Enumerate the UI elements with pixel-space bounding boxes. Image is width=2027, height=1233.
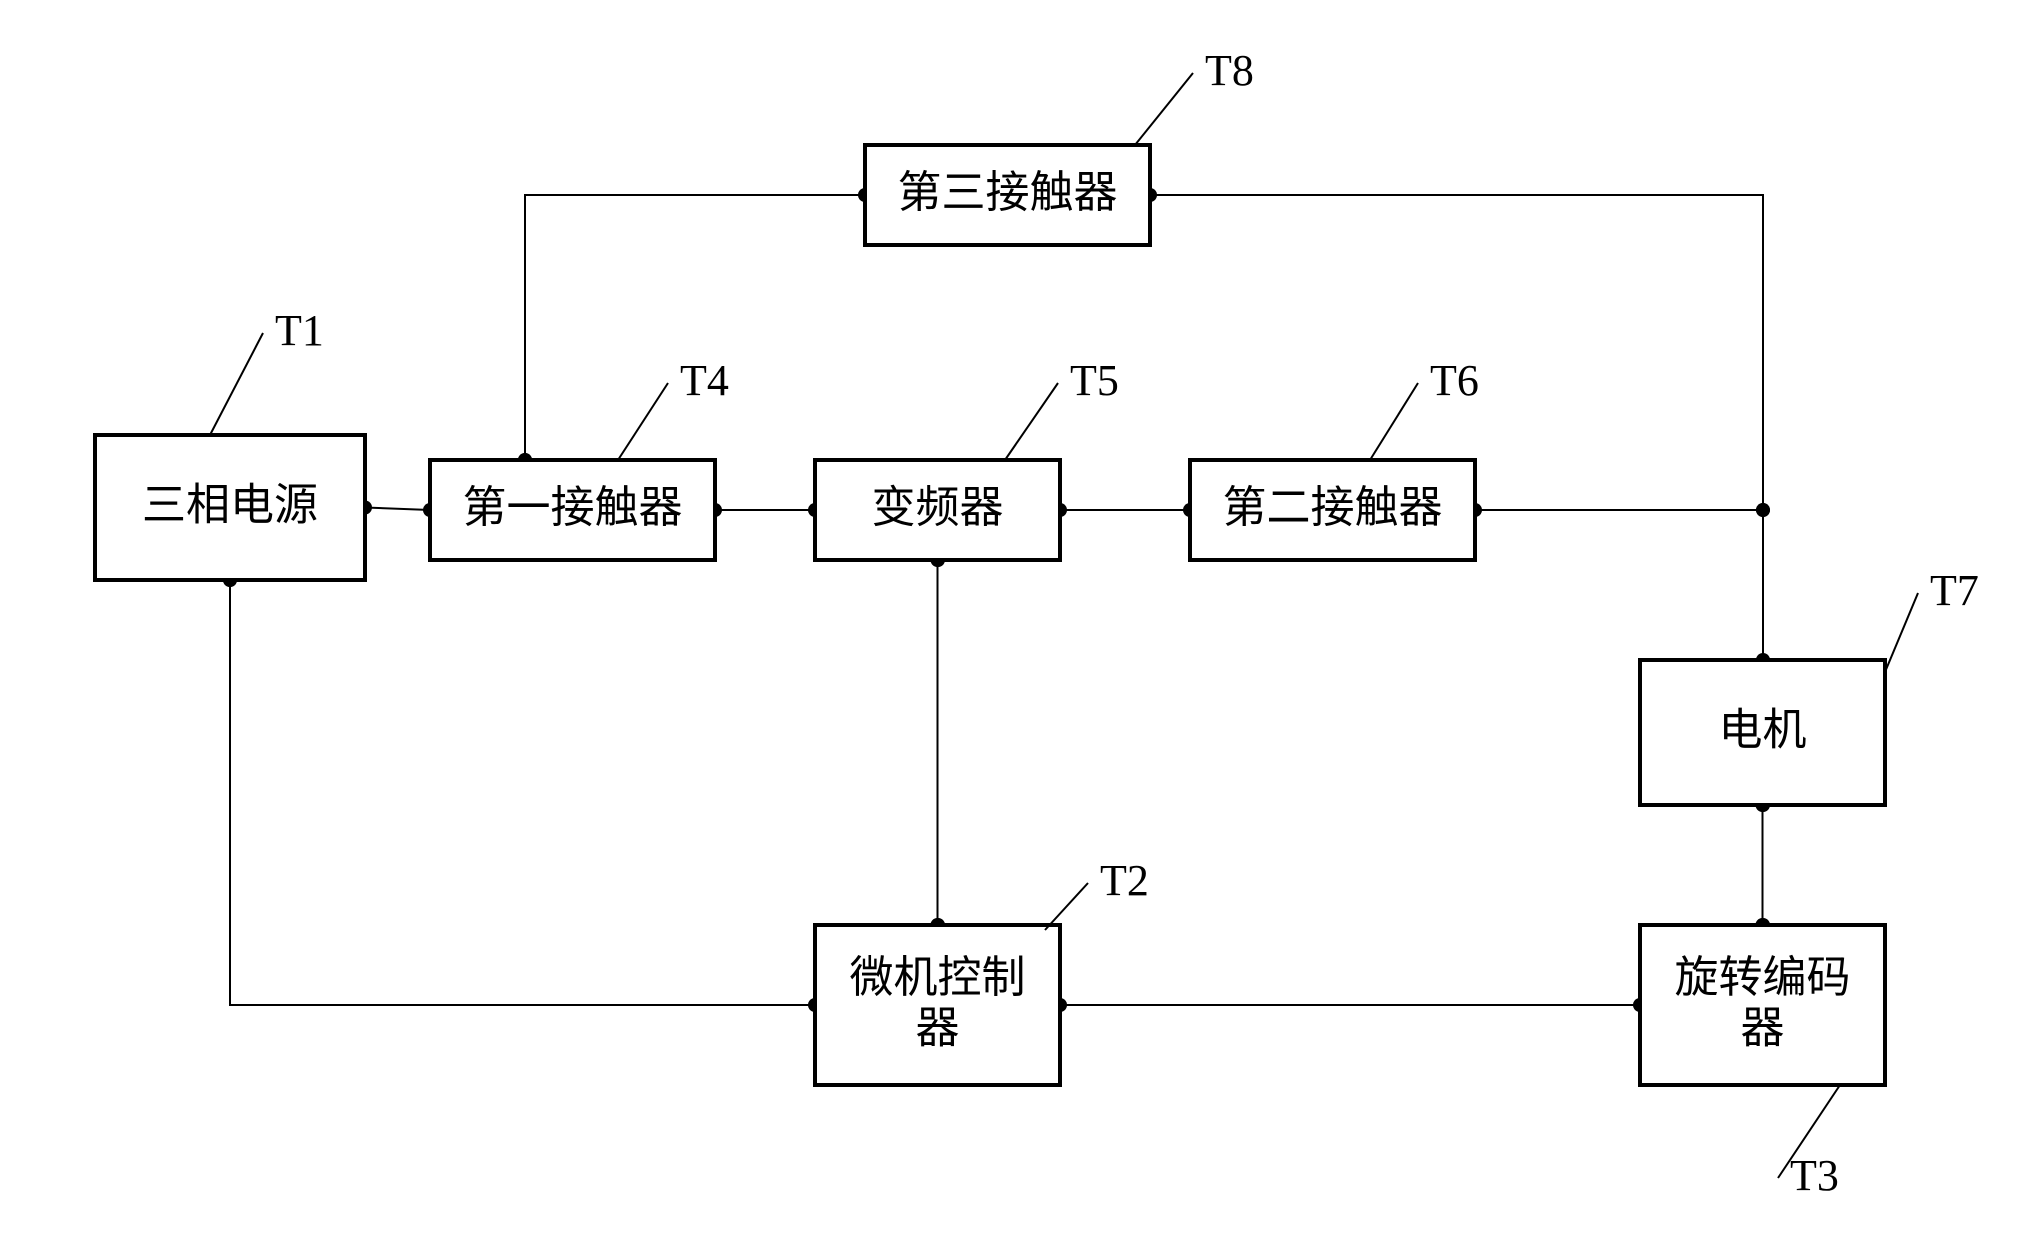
block-T1-label: 三相电源 (142, 481, 318, 530)
block-T4-label: 第一接触器 (463, 483, 683, 532)
block-T7-label: 电机 (1719, 706, 1807, 755)
block-T2-label: 微机控制 (850, 953, 1026, 1002)
junction-dot (1756, 503, 1770, 517)
wire (1475, 510, 1763, 660)
tag-T4: T4 (680, 356, 729, 405)
wire (365, 508, 430, 511)
block-T3-label: 旋转编码 (1675, 953, 1851, 1002)
leader-T7 (1885, 593, 1918, 672)
tag-T2: T2 (1100, 856, 1149, 905)
tag-T3: T3 (1790, 1151, 1839, 1200)
leader-T4 (618, 383, 668, 460)
block-T6-label: 第二接触器 (1223, 483, 1443, 532)
block-T5-label: 变频器 (872, 483, 1004, 532)
leader-T6 (1370, 383, 1418, 460)
wire (525, 195, 865, 460)
leader-T1 (210, 333, 263, 435)
block-T3-label: 器 (1741, 1003, 1785, 1052)
tag-T1: T1 (275, 306, 324, 355)
leader-T2 (1045, 883, 1088, 930)
tag-T6: T6 (1430, 356, 1479, 405)
leader-T8 (1135, 73, 1193, 145)
leader-T5 (1005, 383, 1058, 460)
tag-T7: T7 (1930, 566, 1979, 615)
tag-T5: T5 (1070, 356, 1119, 405)
block-T8-label: 第三接触器 (898, 168, 1118, 217)
block-T2-label: 器 (916, 1003, 960, 1052)
tag-T8: T8 (1205, 46, 1254, 95)
wire (230, 580, 815, 1005)
